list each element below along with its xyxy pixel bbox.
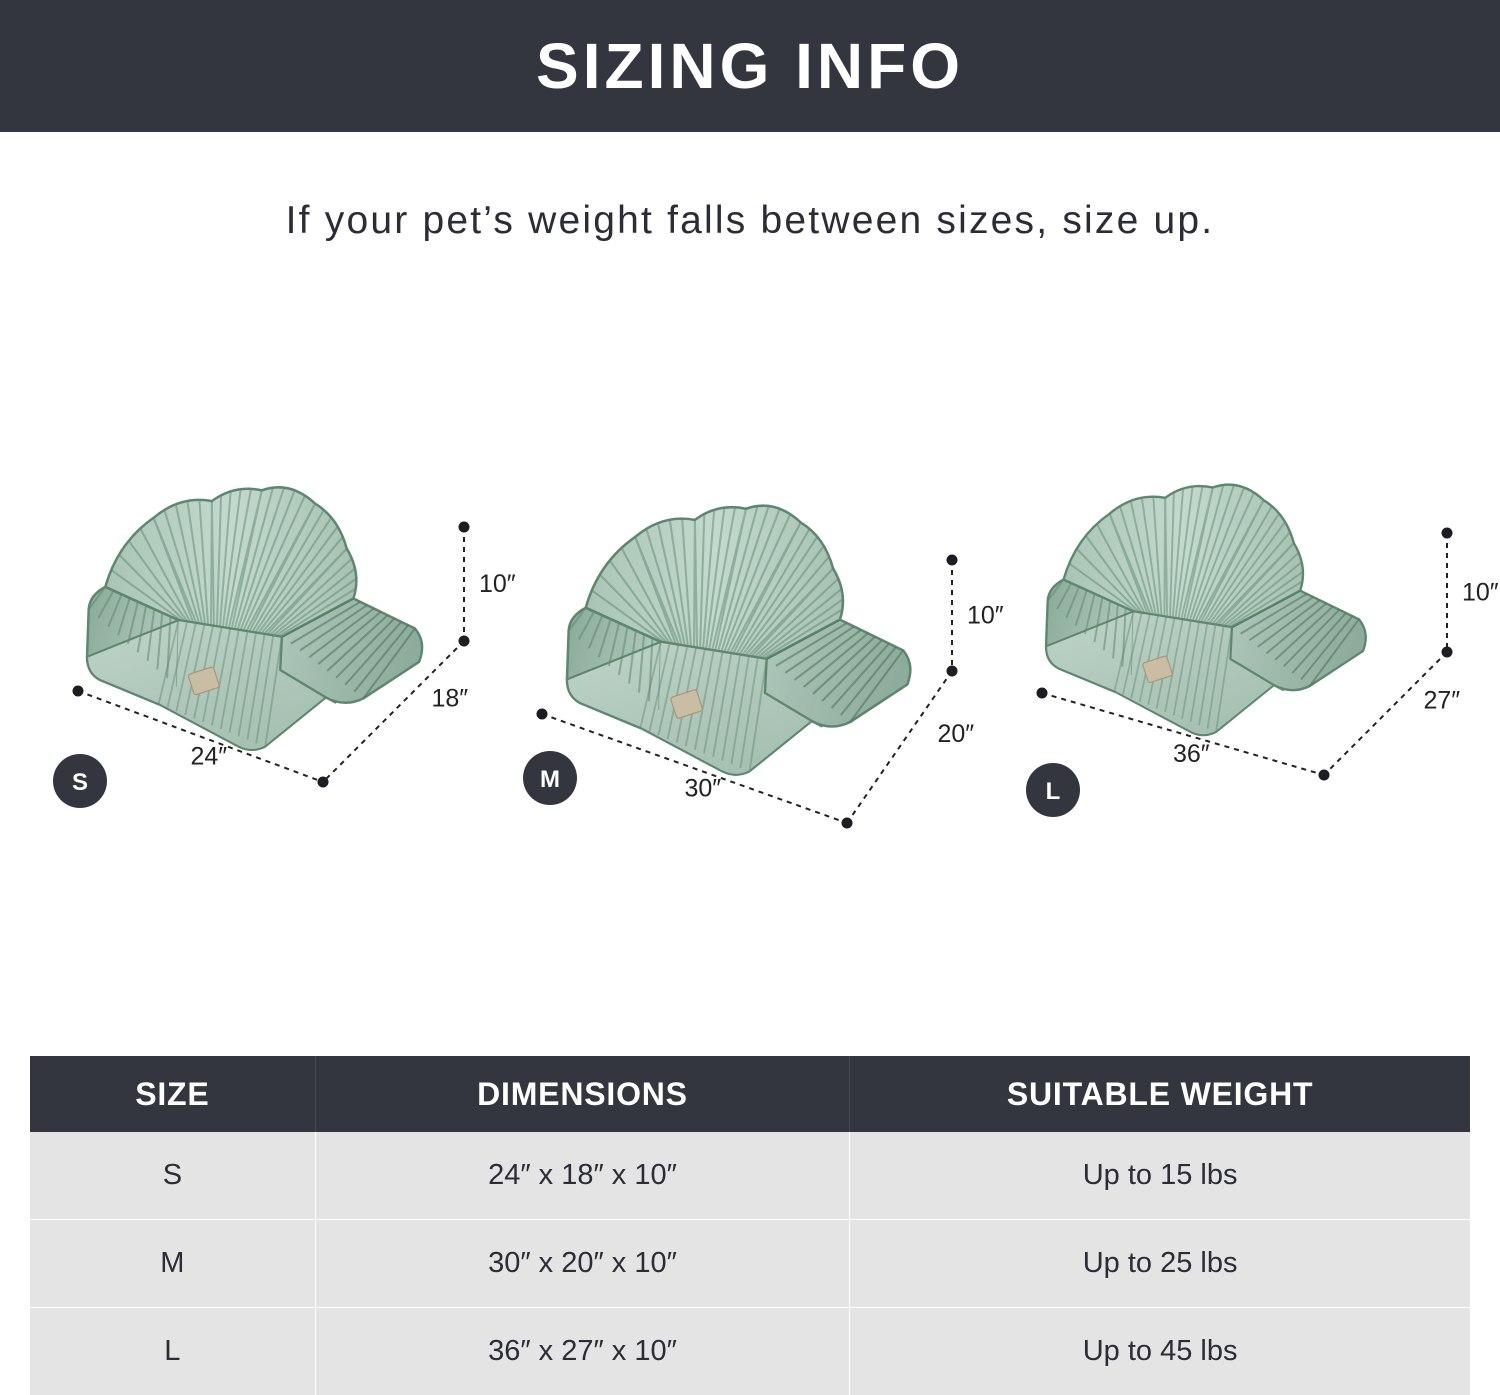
svg-text:18″: 18″ xyxy=(432,685,469,713)
svg-text:L: L xyxy=(1046,778,1061,805)
svg-text:30″: 30″ xyxy=(685,775,722,803)
svg-text:10″: 10″ xyxy=(1462,579,1499,607)
svg-text:24″: 24″ xyxy=(191,743,228,771)
svg-text:10″: 10″ xyxy=(967,602,1004,630)
svg-text:20″: 20″ xyxy=(938,720,975,748)
svg-text:27″: 27″ xyxy=(1424,687,1461,715)
svg-text:36″: 36″ xyxy=(1173,740,1210,768)
svg-text:M: M xyxy=(540,766,560,793)
svg-text:S: S xyxy=(72,769,88,796)
